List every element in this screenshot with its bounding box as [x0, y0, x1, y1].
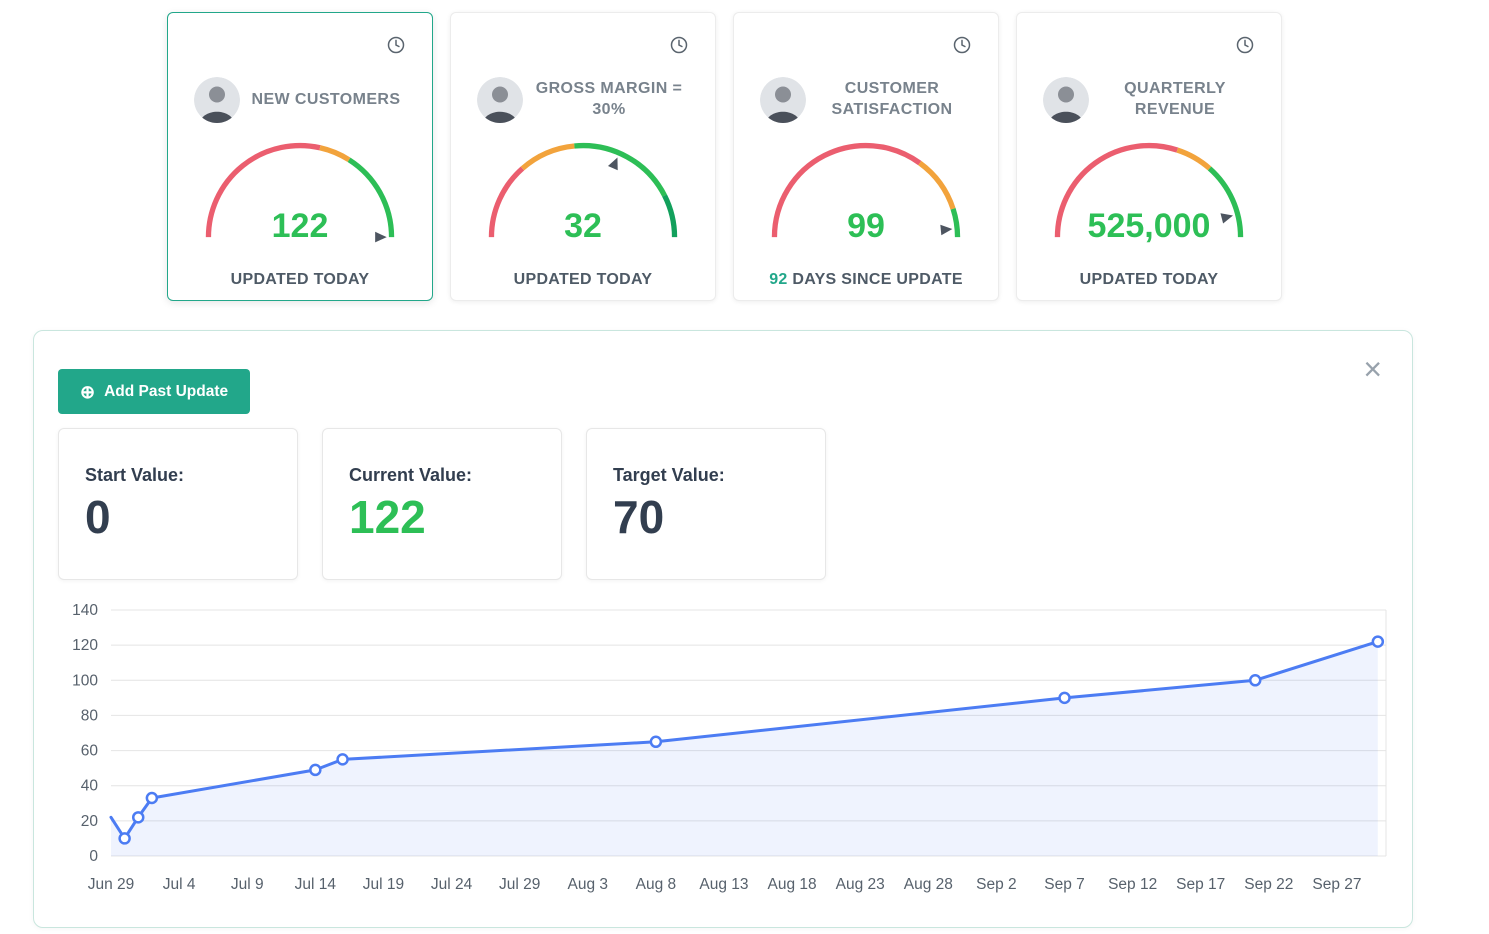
svg-text:60: 60 — [81, 743, 99, 760]
svg-text:Aug 8: Aug 8 — [636, 876, 677, 893]
kpi-status-text: UPDATED TODAY — [513, 271, 653, 288]
stat-card: Target Value: 70 — [586, 428, 826, 580]
add-past-update-label: Add Past Update — [104, 382, 229, 400]
kpi-history-chart: 0 20 40 60 80 100 120 140 Jun 29 Jul 4 Jul 9 Jul 14… — [72, 602, 1387, 893]
kpi-card-header: NEW CUSTOMERS — [194, 77, 412, 123]
kpi-card-header: QUARTERLY REVENUE — [1043, 77, 1261, 123]
svg-text:Sep 7: Sep 7 — [1044, 876, 1085, 893]
svg-text:Sep 22: Sep 22 — [1244, 876, 1293, 893]
kpi-value: 99 — [847, 207, 885, 245]
svg-text:0: 0 — [89, 848, 98, 865]
stat-value: 122 — [349, 491, 426, 543]
clock-icon — [952, 35, 972, 55]
clock-icon — [386, 35, 406, 55]
stats-row: Start Value: 0 Current Value: 122 Target… — [58, 428, 826, 580]
svg-text:Jun 29: Jun 29 — [88, 876, 135, 893]
stat-value: 70 — [613, 491, 665, 543]
close-icon[interactable]: × — [1363, 351, 1382, 387]
kpi-status-text: UPDATED TODAY — [1079, 271, 1219, 288]
add-past-update-button[interactable]: ⊕ Add Past Update — [58, 369, 251, 414]
svg-text:Jul 4: Jul 4 — [163, 876, 196, 893]
stat-card: Start Value: 0 — [58, 428, 298, 580]
svg-text:Aug 28: Aug 28 — [904, 876, 953, 893]
kpi-card-header: CUSTOMER SATISFACTION — [760, 77, 978, 123]
kpi-card-header: GROSS MARGIN = 30% — [477, 77, 695, 123]
kpi-title: CUSTOMER SATISFACTION — [831, 80, 953, 118]
stat-card: Current Value: 122 — [322, 428, 562, 580]
svg-text:Jul 19: Jul 19 — [363, 876, 404, 893]
kpi-status-text: DAYS SINCE UPDATE — [792, 271, 963, 288]
kpi-gauge: 525,000 — [1043, 131, 1255, 243]
svg-text:Sep 2: Sep 2 — [976, 876, 1017, 893]
svg-text:Jul 14: Jul 14 — [295, 876, 337, 893]
kpi-status: UPDATED TODAY — [168, 271, 432, 289]
kpi-card[interactable]: NEW CUSTOMERS 122 UPDATED TODAY — [167, 12, 433, 301]
clock-icon — [1235, 35, 1255, 55]
svg-text:140: 140 — [72, 602, 98, 619]
kpi-status: UPDATED TODAY — [1017, 271, 1281, 289]
kpi-status: 92 DAYS SINCE UPDATE — [734, 271, 998, 289]
avatar — [477, 77, 523, 123]
kpi-title: QUARTERLY REVENUE — [1124, 80, 1226, 118]
kpi-value: 122 — [271, 207, 329, 245]
kpi-gauge: 32 — [477, 131, 689, 243]
stat-label: Target Value: — [613, 465, 725, 485]
kpi-gauge: 99 — [760, 131, 972, 243]
svg-text:Jul 9: Jul 9 — [231, 876, 264, 893]
stat-value: 0 — [85, 491, 111, 543]
plus-icon: ⊕ — [80, 381, 96, 402]
kpi-status-prefix: 92 — [769, 271, 788, 288]
svg-text:Aug 23: Aug 23 — [836, 876, 885, 893]
kpi-title: NEW CUSTOMERS — [251, 90, 401, 108]
svg-text:Aug 13: Aug 13 — [699, 876, 748, 893]
svg-text:Aug 3: Aug 3 — [568, 876, 609, 893]
kpi-card[interactable]: QUARTERLY REVENUE 525,000 UPDATED TODAY — [1016, 12, 1282, 301]
kpi-gauge: 122 — [194, 131, 406, 243]
svg-text:20: 20 — [81, 813, 99, 830]
svg-text:Jul 29: Jul 29 — [499, 876, 540, 893]
avatar — [760, 77, 806, 123]
svg-text:Sep 12: Sep 12 — [1108, 876, 1157, 893]
svg-text:Sep 27: Sep 27 — [1312, 876, 1361, 893]
stat-label: Start Value: — [85, 465, 185, 485]
svg-text:40: 40 — [81, 778, 99, 795]
kpi-value: 525,000 — [1087, 207, 1211, 245]
avatar — [1043, 77, 1089, 123]
svg-text:120: 120 — [72, 637, 98, 654]
kpi-card[interactable]: CUSTOMER SATISFACTION 99 92 DAYS SINCE U… — [733, 12, 999, 301]
svg-text:80: 80 — [81, 707, 99, 724]
kpi-title: GROSS MARGIN = 30% — [535, 80, 683, 118]
avatar — [194, 77, 240, 123]
svg-text:100: 100 — [72, 672, 98, 689]
kpi-card[interactable]: GROSS MARGIN = 30% 32 UPDATED TODAY — [450, 12, 716, 301]
kpi-value: 32 — [564, 207, 602, 245]
svg-text:Aug 18: Aug 18 — [768, 876, 817, 893]
stat-label: Current Value: — [349, 465, 473, 485]
kpi-status: UPDATED TODAY — [451, 271, 715, 289]
kpi-detail-panel: ⊕ Add Past Update × Start Value: 0 Curre… — [33, 330, 1413, 928]
clock-icon — [669, 35, 689, 55]
kpi-status-text: UPDATED TODAY — [230, 271, 370, 288]
kpi-cards-row: NEW CUSTOMERS 122 UPDATED TODAY — [167, 12, 1282, 301]
svg-text:Jul 24: Jul 24 — [431, 876, 473, 893]
svg-text:Sep 17: Sep 17 — [1176, 876, 1225, 893]
